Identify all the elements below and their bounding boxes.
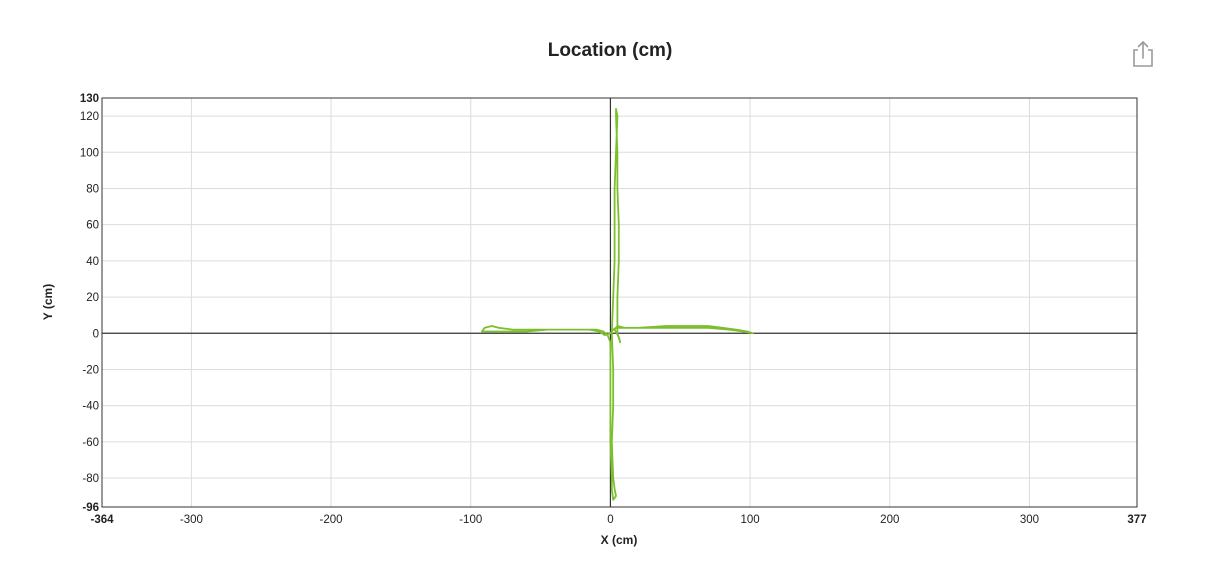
grid — [102, 98, 1137, 507]
share-button[interactable] — [1129, 40, 1157, 68]
y-tick-label: 130 — [80, 93, 99, 105]
y-tick-label: 40 — [86, 256, 99, 268]
x-tick-label: -300 — [180, 514, 203, 526]
y-tick-label: 20 — [86, 292, 99, 304]
x-tick-label: 200 — [880, 514, 899, 526]
x-tick-label: 300 — [1020, 514, 1039, 526]
x-tick-label: -200 — [320, 514, 343, 526]
y-tick-label: -96 — [82, 502, 99, 514]
y-tick-label: -80 — [82, 473, 99, 485]
tick-labels: -364 -300 -200 -100 0 100 200 300 37713012010080… — [80, 93, 1147, 526]
x-tick-label: -364 — [90, 514, 114, 526]
series-layer — [481, 108, 754, 501]
y-tick-label: -60 — [82, 437, 99, 449]
x-tick-label: 0 — [607, 514, 613, 526]
location-trace-line — [481, 108, 754, 501]
y-tick-label: 80 — [86, 183, 99, 195]
x-tick-label: -100 — [459, 514, 482, 526]
share-icon — [1133, 41, 1153, 67]
y-tick-label: -40 — [82, 401, 99, 413]
chart-title: Location (cm) — [547, 40, 673, 61]
y-tick-label: 0 — [93, 328, 99, 340]
y-tick-label: 60 — [86, 220, 99, 232]
y-axis-label: Y (cm) — [41, 284, 55, 320]
axes — [101, 97, 1138, 508]
y-tick-label: 100 — [80, 147, 99, 159]
y-tick-label: 120 — [80, 111, 99, 123]
y-tick-label: -20 — [82, 364, 99, 376]
x-axis-label: X (cm) — [601, 533, 638, 547]
x-tick-label: 100 — [741, 514, 760, 526]
plot-frame — [101, 97, 1138, 508]
x-tick-label: 377 — [1127, 514, 1146, 526]
